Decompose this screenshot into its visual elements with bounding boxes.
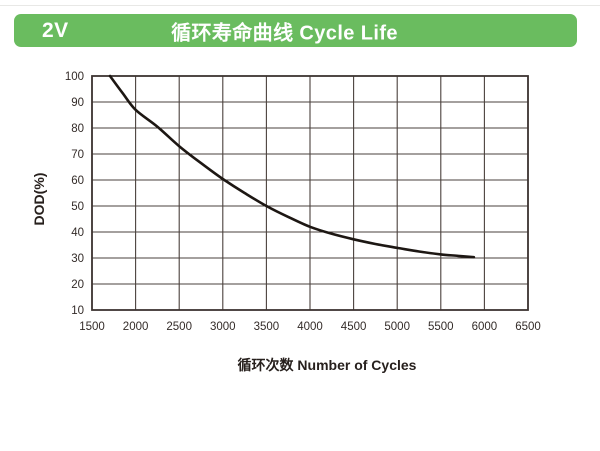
y-tick-label: 50 — [71, 201, 84, 213]
x-tick-label: 5500 — [428, 321, 454, 333]
plot-frame-layer — [91, 75, 529, 311]
cycle-life-curve — [108, 74, 476, 259]
x-tick-label: 3000 — [210, 321, 236, 333]
x-tick-label: 2000 — [123, 321, 149, 333]
x-tick-label: 2500 — [166, 321, 192, 333]
grid-layer — [91, 75, 529, 311]
x-tick-label: 6000 — [472, 321, 498, 333]
top-divider — [0, 5, 600, 6]
voltage-badge: 2V — [42, 18, 69, 42]
y-tick-label: 90 — [71, 97, 84, 109]
curve-layer — [108, 74, 476, 259]
y-tick-label: 80 — [71, 123, 84, 135]
x-tick-label: 1500 — [79, 321, 105, 333]
y-tick-label: 10 — [71, 305, 84, 317]
chart-title: 循环寿命曲线 Cycle Life — [171, 22, 398, 44]
y-tick-label: 30 — [71, 253, 84, 265]
tick-label-layer: 1500 2000 2500 3000 3500 4000 4500 5000 5500 6000… — [65, 71, 541, 333]
plot-frame — [91, 75, 529, 311]
x-tick-label: 5000 — [384, 321, 410, 333]
x-tick-label: 4500 — [341, 321, 367, 333]
x-axis-title: 循环次数 Number of Cycles — [238, 357, 417, 373]
y-tick-label: 40 — [71, 227, 84, 239]
y-tick-label: 70 — [71, 149, 84, 161]
y-tick-label: 100 — [65, 71, 84, 83]
header-bar: 2V 循环寿命曲线 Cycle Life — [14, 14, 577, 47]
y-tick-label: 20 — [71, 279, 84, 291]
x-tick-label: 6500 — [515, 321, 541, 333]
y-tick-label: 60 — [71, 175, 84, 187]
x-tick-label: 3500 — [254, 321, 280, 333]
y-axis-title: DOD(%) — [31, 173, 47, 226]
x-tick-label: 4000 — [297, 321, 323, 333]
